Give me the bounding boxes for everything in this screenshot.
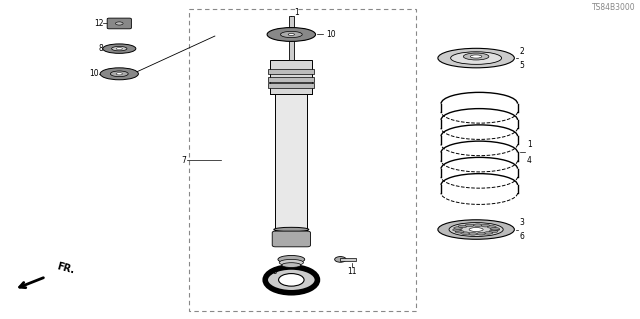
Ellipse shape bbox=[468, 233, 477, 235]
Ellipse shape bbox=[280, 31, 302, 38]
Text: 3: 3 bbox=[520, 218, 524, 227]
Bar bbox=[268, 69, 314, 74]
Ellipse shape bbox=[265, 267, 317, 293]
Bar bbox=[268, 77, 314, 82]
Ellipse shape bbox=[461, 232, 470, 234]
Text: 12: 12 bbox=[94, 19, 103, 28]
FancyBboxPatch shape bbox=[107, 18, 131, 29]
Bar bbox=[270, 60, 312, 94]
Bar bbox=[189, 9, 415, 311]
FancyBboxPatch shape bbox=[272, 231, 310, 247]
Ellipse shape bbox=[110, 71, 128, 77]
Ellipse shape bbox=[274, 227, 309, 232]
Text: 8: 8 bbox=[99, 44, 103, 53]
Text: 1: 1 bbox=[294, 8, 300, 17]
Ellipse shape bbox=[116, 48, 122, 49]
Ellipse shape bbox=[491, 228, 500, 231]
Ellipse shape bbox=[465, 224, 474, 226]
Ellipse shape bbox=[116, 73, 122, 75]
Ellipse shape bbox=[481, 225, 490, 227]
Ellipse shape bbox=[470, 55, 482, 58]
Bar bbox=[275, 94, 307, 230]
Text: 6: 6 bbox=[520, 232, 524, 241]
Ellipse shape bbox=[438, 220, 515, 239]
Bar bbox=[289, 16, 294, 60]
Text: 10: 10 bbox=[89, 69, 99, 78]
Ellipse shape bbox=[487, 226, 496, 228]
Ellipse shape bbox=[490, 227, 499, 230]
Ellipse shape bbox=[463, 53, 489, 60]
Ellipse shape bbox=[279, 259, 303, 266]
Ellipse shape bbox=[288, 33, 294, 35]
Ellipse shape bbox=[278, 256, 305, 263]
Ellipse shape bbox=[438, 48, 515, 68]
Ellipse shape bbox=[102, 44, 136, 53]
Ellipse shape bbox=[115, 22, 123, 25]
Ellipse shape bbox=[335, 256, 346, 262]
Text: 11: 11 bbox=[347, 267, 356, 276]
Text: 9: 9 bbox=[273, 267, 278, 276]
Text: 2: 2 bbox=[520, 47, 524, 56]
Ellipse shape bbox=[474, 224, 483, 226]
Ellipse shape bbox=[452, 229, 461, 231]
Ellipse shape bbox=[489, 230, 498, 233]
Text: 4: 4 bbox=[527, 156, 532, 165]
Text: 1: 1 bbox=[527, 140, 532, 149]
Ellipse shape bbox=[484, 232, 493, 234]
Ellipse shape bbox=[454, 227, 463, 229]
Ellipse shape bbox=[451, 52, 502, 64]
Text: 5: 5 bbox=[520, 61, 524, 70]
Ellipse shape bbox=[455, 230, 464, 233]
Ellipse shape bbox=[267, 27, 316, 41]
Ellipse shape bbox=[100, 68, 138, 80]
Text: FR.: FR. bbox=[56, 261, 76, 275]
Ellipse shape bbox=[111, 47, 127, 51]
Ellipse shape bbox=[282, 263, 301, 267]
Ellipse shape bbox=[469, 228, 483, 231]
Ellipse shape bbox=[449, 223, 503, 236]
Text: 10: 10 bbox=[326, 30, 336, 39]
Bar bbox=[268, 83, 314, 88]
Text: 7: 7 bbox=[181, 156, 186, 165]
Ellipse shape bbox=[477, 233, 486, 235]
Ellipse shape bbox=[458, 225, 467, 228]
Bar bbox=[340, 258, 356, 261]
Ellipse shape bbox=[278, 274, 304, 286]
Text: TS84B3000: TS84B3000 bbox=[592, 4, 636, 12]
